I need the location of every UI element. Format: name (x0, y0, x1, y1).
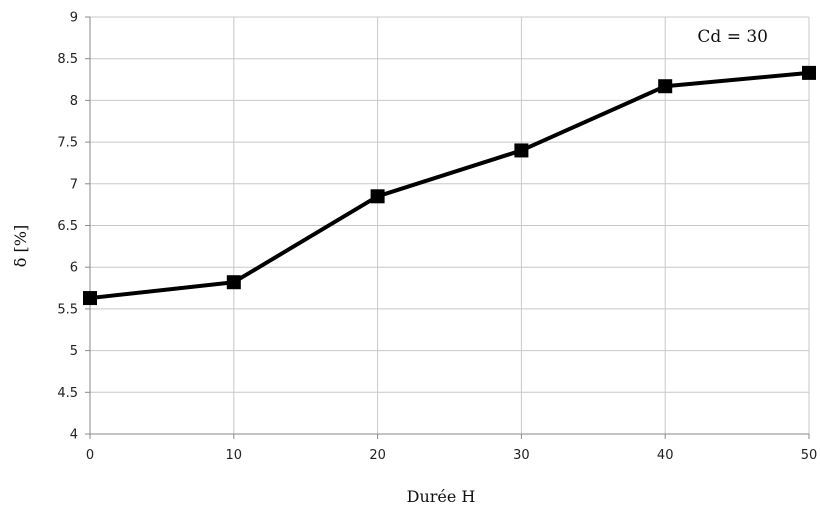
data-point-marker (658, 79, 673, 94)
x-axis-title: Durée H (407, 487, 476, 506)
tick-labels: 4 4.5 5 5.5 6 6.5 7 7.5 8 8.5 9 0 10 20 30 40 50 (57, 11, 817, 464)
data-point-marker (83, 291, 97, 306)
x-tick-label: 50 (801, 448, 818, 463)
y-tick-label: 6 (70, 261, 78, 276)
data-series (83, 65, 816, 306)
chart-annotation: Cd = 30 (697, 27, 768, 47)
y-tick-label: 5 (70, 344, 78, 359)
y-tick-label: 9 (70, 11, 78, 26)
x-tick-label: 20 (369, 448, 386, 463)
axes (85, 16, 810, 439)
x-tick-label: 30 (513, 448, 530, 463)
y-tick-label: 6.5 (57, 219, 78, 234)
y-tick-label: 4.5 (57, 386, 78, 401)
y-tick-label: 8.5 (57, 52, 78, 67)
x-tick-label: 10 (226, 448, 243, 463)
data-point-marker (802, 65, 816, 80)
y-tick-label: 7 (70, 177, 78, 192)
y-axis-title: δ [%] (11, 225, 30, 267)
y-tick-label: 8 (70, 94, 78, 109)
y-tick-label: 7.5 (57, 136, 78, 151)
data-point-marker (514, 143, 529, 158)
x-tick-label: 40 (657, 448, 674, 463)
y-tick-label: 5.5 (57, 302, 78, 317)
x-tick-label: 0 (86, 448, 94, 463)
data-point-marker (226, 275, 241, 290)
data-point-marker (370, 189, 385, 204)
grid-lines (89, 16, 810, 435)
y-tick-label: 4 (70, 428, 78, 443)
series-line (89, 70, 810, 301)
